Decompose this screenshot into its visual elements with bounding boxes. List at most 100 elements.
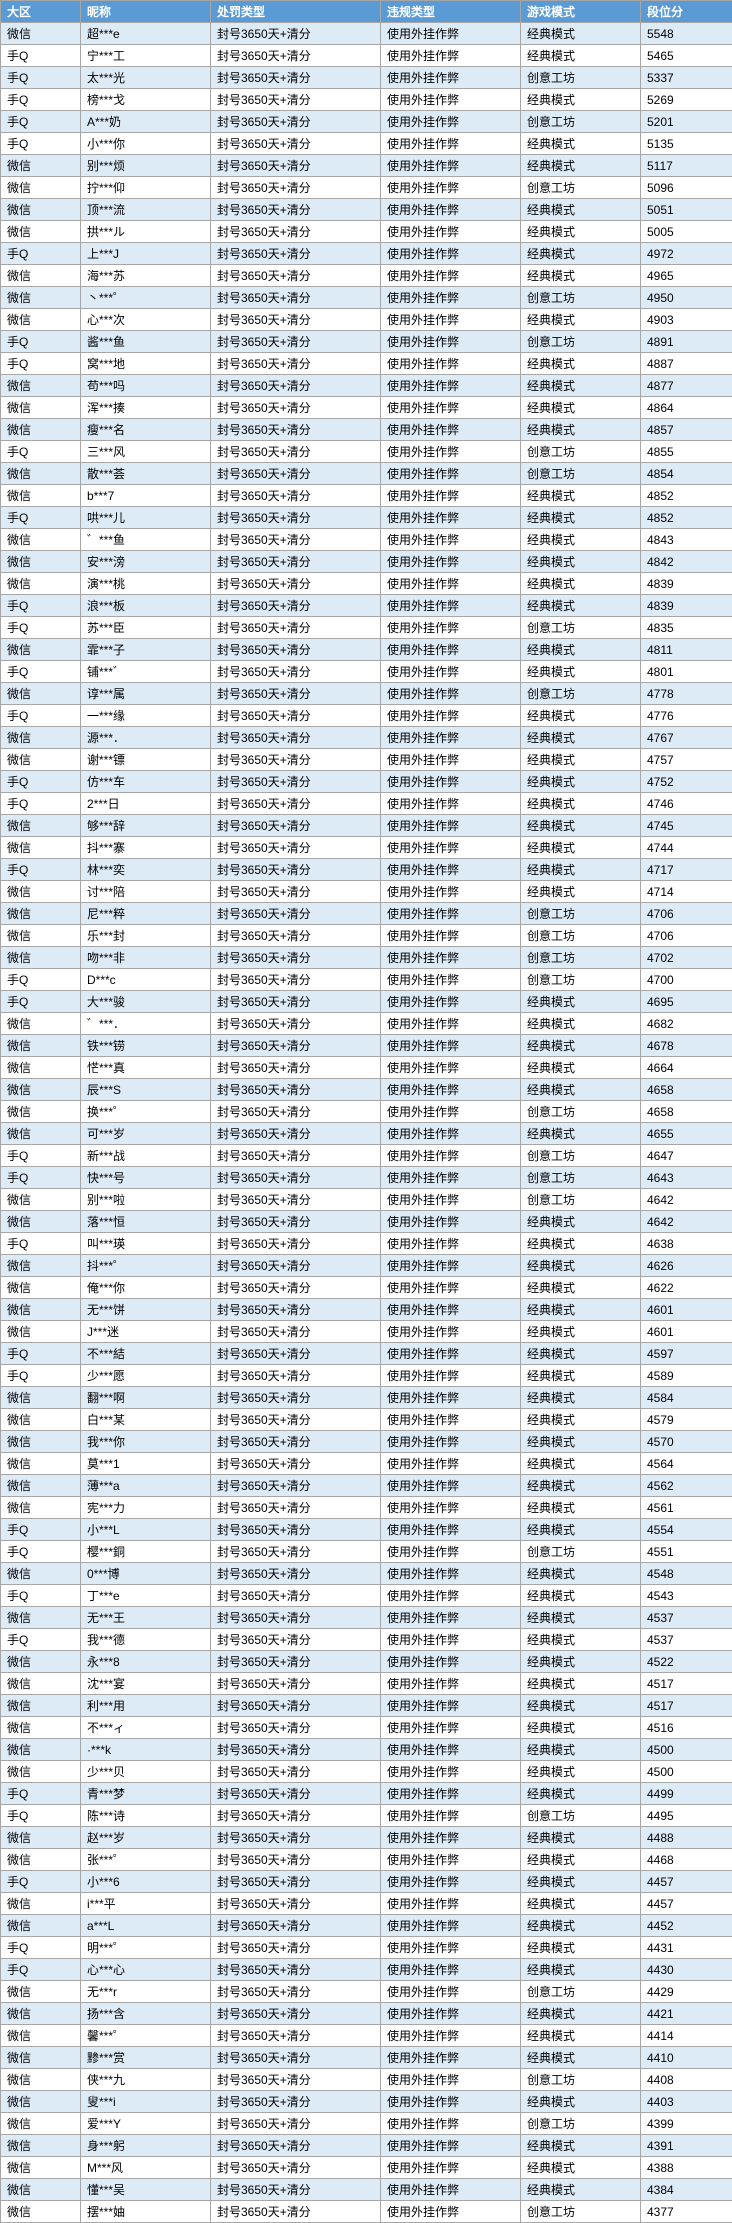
cell-region: 微信	[1, 573, 81, 595]
cell-score: 5201	[641, 111, 732, 133]
cell-score: 4570	[641, 1431, 732, 1453]
cell-score: 4488	[641, 1827, 732, 1849]
cell-violation: 使用外挂作弊	[381, 881, 521, 903]
cell-score: 4601	[641, 1299, 732, 1321]
cell-region: 微信	[1, 1409, 81, 1431]
cell-violation: 使用外挂作弊	[381, 309, 521, 331]
cell-mode: 经典模式	[521, 507, 641, 529]
cell-nickname: 拱***ル	[81, 221, 211, 243]
cell-region: 手Q	[1, 969, 81, 991]
cell-mode: 经典模式	[521, 2091, 641, 2113]
cell-penalty: 封号3650天+清分	[211, 309, 381, 331]
cell-violation: 使用外挂作弊	[381, 1585, 521, 1607]
cell-mode: 经典模式	[521, 1849, 641, 1871]
cell-mode: 经典模式	[521, 551, 641, 573]
cell-penalty: 封号3650天+清分	[211, 485, 381, 507]
cell-mode: 创意工坊	[521, 947, 641, 969]
cell-mode: 经典模式	[521, 749, 641, 771]
cell-region: 微信	[1, 1915, 81, 1937]
cell-nickname: 馨***゜	[81, 2025, 211, 2047]
cell-mode: 创意工坊	[521, 463, 641, 485]
table-row: 微信永***8封号3650天+清分使用外挂作弊经典模式4522	[1, 1651, 732, 1673]
cell-penalty: 封号3650天+清分	[211, 353, 381, 375]
cell-mode: 经典模式	[521, 1651, 641, 1673]
cell-nickname: 吻***非	[81, 947, 211, 969]
cell-nickname: 抖***寨	[81, 837, 211, 859]
cell-violation: 使用外挂作弊	[381, 595, 521, 617]
table-row: 手QD***c封号3650天+清分使用外挂作弊创意工坊4700	[1, 969, 732, 991]
cell-penalty: 封号3650天+清分	[211, 177, 381, 199]
table-row: 手Q陈***诗封号3650天+清分使用外挂作弊创意工坊4495	[1, 1805, 732, 1827]
cell-region: 微信	[1, 463, 81, 485]
cell-mode: 经典模式	[521, 1343, 641, 1365]
cell-region: 微信	[1, 1299, 81, 1321]
table-row: 手Q一***缘封号3650天+清分使用外挂作弊经典模式4776	[1, 705, 732, 727]
table-row: 微信拱***ル封号3650天+清分使用外挂作弊经典模式5005	[1, 221, 732, 243]
cell-violation: 使用外挂作弊	[381, 991, 521, 1013]
cell-penalty: 封号3650天+清分	[211, 1563, 381, 1585]
cell-violation: 使用外挂作弊	[381, 485, 521, 507]
cell-score: 4950	[641, 287, 732, 309]
cell-score: 4778	[641, 683, 732, 705]
table-row: 微信散***荟封号3650天+清分使用外挂作弊创意工坊4854	[1, 463, 732, 485]
cell-region: 手Q	[1, 617, 81, 639]
cell-violation: 使用外挂作弊	[381, 2025, 521, 2047]
cell-score: 4877	[641, 375, 732, 397]
cell-penalty: 封号3650天+清分	[211, 23, 381, 45]
cell-region: 手Q	[1, 1233, 81, 1255]
cell-penalty: 封号3650天+清分	[211, 1673, 381, 1695]
cell-penalty: 封号3650天+清分	[211, 397, 381, 419]
cell-score: 4430	[641, 1959, 732, 1981]
table-row: 手Q青***梦封号3650天+清分使用外挂作弊经典模式4499	[1, 1783, 732, 1805]
cell-violation: 使用外挂作弊	[381, 287, 521, 309]
cell-mode: 创意工坊	[521, 925, 641, 947]
cell-score: 4647	[641, 1145, 732, 1167]
table-row: 手Q新***战封号3650天+清分使用外挂作弊创意工坊4647	[1, 1145, 732, 1167]
table-row: 微信赵***岁封号3650天+清分使用外挂作弊经典模式4488	[1, 1827, 732, 1849]
cell-region: 微信	[1, 309, 81, 331]
cell-region: 微信	[1, 2091, 81, 2113]
cell-region: 微信	[1, 2047, 81, 2069]
cell-penalty: 封号3650天+清分	[211, 287, 381, 309]
cell-penalty: 封号3650天+清分	[211, 925, 381, 947]
cell-region: 手Q	[1, 1585, 81, 1607]
cell-violation: 使用外挂作弊	[381, 2157, 521, 2179]
cell-nickname: 无***王	[81, 1607, 211, 1629]
table-row: 微信换***゜封号3650天+清分使用外挂作弊创意工坊4658	[1, 1101, 732, 1123]
cell-nickname: 大***骏	[81, 991, 211, 1013]
cell-score: 5269	[641, 89, 732, 111]
cell-penalty: 封号3650天+清分	[211, 1519, 381, 1541]
cell-mode: 经典模式	[521, 1453, 641, 1475]
cell-penalty: 封号3650天+清分	[211, 595, 381, 617]
cell-violation: 使用外挂作弊	[381, 2091, 521, 2113]
cell-penalty: 封号3650天+清分	[211, 1145, 381, 1167]
cell-nickname: 利***用	[81, 1695, 211, 1717]
cell-mode: 经典模式	[521, 815, 641, 837]
cell-mode: 经典模式	[521, 1629, 641, 1651]
cell-violation: 使用外挂作弊	[381, 727, 521, 749]
cell-score: 4388	[641, 2157, 732, 2179]
cell-mode: 经典模式	[521, 793, 641, 815]
cell-score: 4811	[641, 639, 732, 661]
cell-nickname: 0***博	[81, 1563, 211, 1585]
cell-score: 4421	[641, 2003, 732, 2025]
cell-nickname: 樱***銅	[81, 1541, 211, 1563]
cell-region: 微信	[1, 1035, 81, 1057]
cell-penalty: 封号3650天+清分	[211, 463, 381, 485]
cell-region: 微信	[1, 287, 81, 309]
cell-violation: 使用外挂作弊	[381, 1321, 521, 1343]
cell-penalty: 封号3650天+清分	[211, 1365, 381, 1387]
cell-nickname: 铺***゛	[81, 661, 211, 683]
cell-score: 4589	[641, 1365, 732, 1387]
table-row: 微信゛***鱼封号3650天+清分使用外挂作弊经典模式4843	[1, 529, 732, 551]
cell-mode: 创意工坊	[521, 331, 641, 353]
cell-score: 5337	[641, 67, 732, 89]
cell-nickname: 可***岁	[81, 1123, 211, 1145]
cell-mode: 经典模式	[521, 419, 641, 441]
cell-nickname: 心***次	[81, 309, 211, 331]
cell-mode: 经典模式	[521, 991, 641, 1013]
cell-violation: 使用外挂作弊	[381, 45, 521, 67]
cell-score: 4655	[641, 1123, 732, 1145]
table-row: 微信丶***゜封号3650天+清分使用外挂作弊创意工坊4950	[1, 287, 732, 309]
cell-nickname: 演***桃	[81, 573, 211, 595]
